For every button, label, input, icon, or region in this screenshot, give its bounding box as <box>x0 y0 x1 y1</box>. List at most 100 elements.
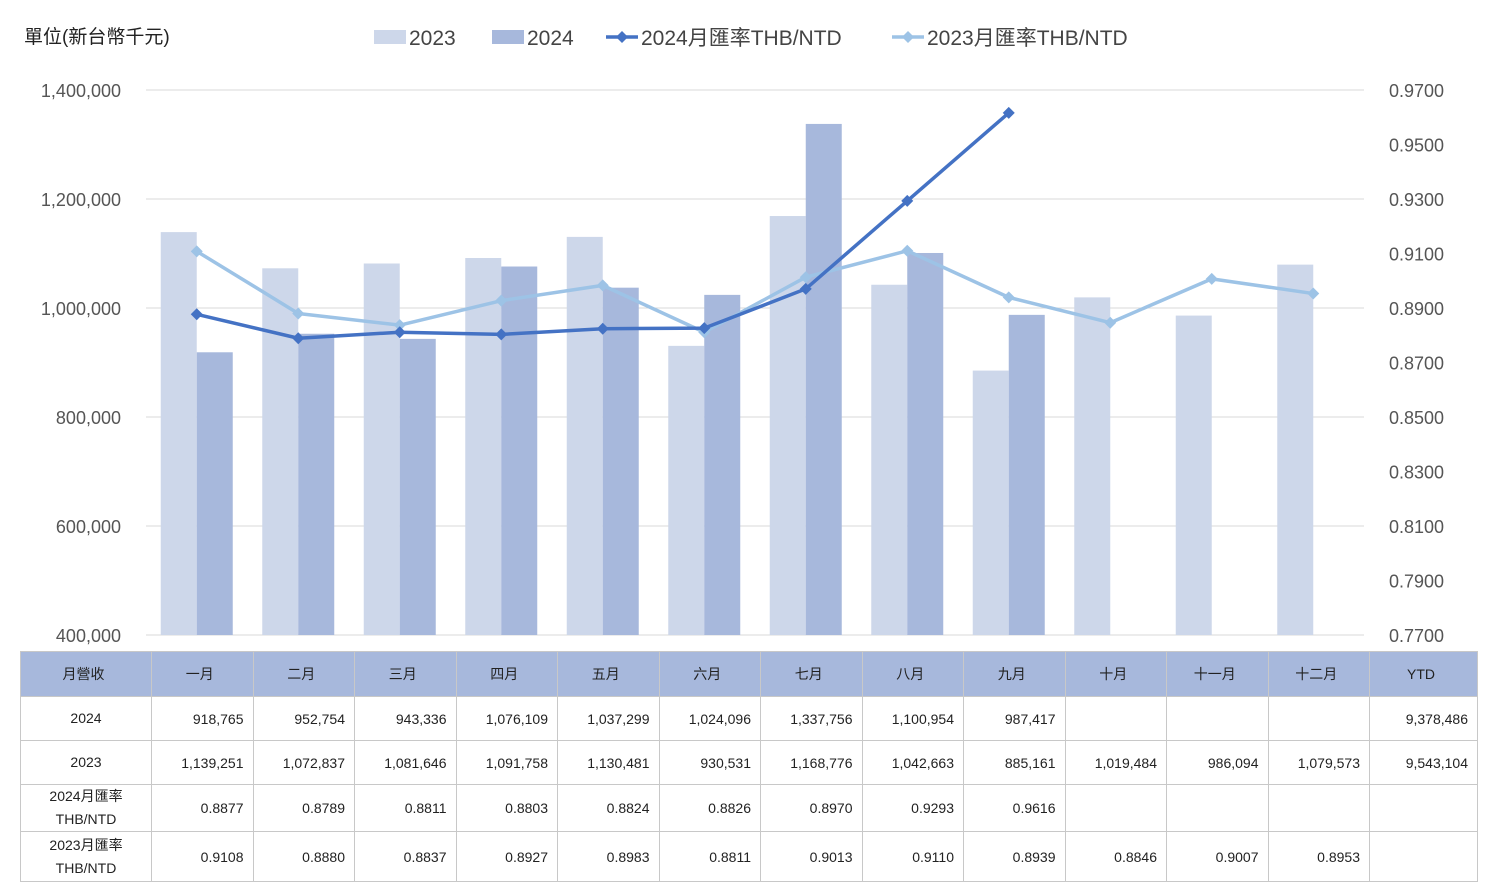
table-cell: 1,042,663 <box>861 740 964 785</box>
right-tick-label: 0.8500 <box>1389 408 1444 428</box>
table-cell: 0.8953 <box>1267 831 1370 882</box>
table-cell: 0.8824 <box>557 784 660 832</box>
table-cell: 1,139,251 <box>151 740 254 785</box>
table-cell: 0.9108 <box>151 831 254 882</box>
point-2023月匯率THB/NTD <box>1205 272 1218 285</box>
table-column-header: 五月 <box>557 651 660 697</box>
table-cell: 9,543,104 <box>1369 740 1478 785</box>
right-tick-label: 0.9500 <box>1389 136 1444 156</box>
table-cell <box>1064 784 1167 832</box>
point-2023月匯率THB/NTD <box>393 319 406 332</box>
legend-label: 2023 <box>409 27 456 50</box>
legend-label: 2024 <box>527 27 574 50</box>
table-cell: 885,161 <box>963 740 1066 785</box>
point-2024月匯率THB/NTD <box>698 322 711 335</box>
point-2023月匯率THB/NTD <box>292 307 305 320</box>
legend: 2023 2024 2024月匯率THB/NTD 2023月匯率THB/NTD <box>374 27 1128 50</box>
point-2023月匯率THB/NTD <box>1104 316 1117 329</box>
table-cell: 1,019,484 <box>1064 740 1167 785</box>
bar-2024 <box>501 266 538 635</box>
table-cell: 943,336 <box>354 696 457 741</box>
bar-2023 <box>1175 315 1212 635</box>
table-cell: 0.8826 <box>658 784 761 832</box>
point-2023月匯率THB/NTD <box>495 294 508 307</box>
legend-swatch <box>374 30 406 44</box>
bar-2023 <box>1277 264 1314 635</box>
table-column-header: 四月 <box>455 651 558 697</box>
table-cell: 0.9293 <box>861 784 964 832</box>
table-row-label: 2024月匯率 THB/NTD <box>20 784 152 832</box>
table-cell: 0.9007 <box>1166 831 1269 882</box>
right-tick-label: 0.8700 <box>1389 354 1444 374</box>
table-column-header: 六月 <box>658 651 761 697</box>
data-table: 月營收 一月 二月 三月 四月 五月 六月 七月 八月 九月 十月 十一月 十二月 YTD 2024 918… <box>20 651 1478 882</box>
line-2023月匯率THB/NTD <box>195 249 1314 335</box>
right-tick-label: 0.8300 <box>1389 463 1444 483</box>
right-tick-label: 0.8900 <box>1389 299 1444 319</box>
table-column-header: 十一月 <box>1166 651 1269 697</box>
table-cell <box>1267 784 1370 832</box>
table-cell: 0.8939 <box>963 831 1066 882</box>
table-cell <box>1166 696 1269 741</box>
table-row: 2024月匯率 THB/NTD 0.8877 0.8789 0.8811 0.8803 0.… <box>20 784 1478 832</box>
right-tick-label: 0.9700 <box>1389 81 1444 101</box>
table-cell: 0.9110 <box>861 831 964 882</box>
table-cell: 986,094 <box>1166 740 1269 785</box>
table-cell: 1,168,776 <box>760 740 863 785</box>
left-tick-label: 1,200,000 <box>41 190 121 210</box>
table-row-label: 2023 <box>20 740 152 785</box>
table-column-header: 三月 <box>354 651 457 697</box>
table-cell: 930,531 <box>658 740 761 785</box>
table-header-row: 月營收 一月 二月 三月 四月 五月 六月 七月 八月 九月 十月 十一月 十二月 YTD <box>20 651 1478 697</box>
table-cell: 1,024,096 <box>658 696 761 741</box>
table-row-label: 2024 <box>20 696 152 741</box>
legend-label: 2023月匯率THB/NTD <box>927 27 1128 50</box>
left-tick-label: 1,400,000 <box>41 81 121 101</box>
left-tick-label: 400,000 <box>56 626 121 646</box>
legend-swatch <box>492 30 524 44</box>
table-cell: 0.8811 <box>658 831 761 882</box>
combo-chart: 單位(新台幣千元) 400,000 600,000 800,000 1,000,000… <box>24 26 1444 646</box>
bar-2023 <box>972 370 1009 635</box>
point-2023月匯率THB/NTD <box>596 279 609 292</box>
point-2024月匯率THB/NTD <box>393 326 406 339</box>
bar-2024 <box>298 333 335 635</box>
table-cell: 0.8789 <box>252 784 355 832</box>
table-cell: 9,378,486 <box>1369 696 1478 741</box>
table-cell: 0.8877 <box>151 784 254 832</box>
table-column-header: 十二月 <box>1267 651 1370 697</box>
right-tick-label: 0.7900 <box>1389 572 1444 592</box>
table-cell: 1,037,299 <box>557 696 660 741</box>
table-column-header: 十月 <box>1064 651 1167 697</box>
table-row-label: 2023月匯率 THB/NTD <box>20 831 152 882</box>
table-row: 2023月匯率 THB/NTD 0.9108 0.8880 0.8837 0.8927 0.… <box>20 831 1478 882</box>
table-cell <box>1369 831 1478 882</box>
bar-2024 <box>805 123 842 636</box>
bar-2024 <box>196 352 233 635</box>
point-2024月匯率THB/NTD <box>1002 106 1015 119</box>
table-column-header: YTD <box>1369 651 1478 697</box>
bar-2023 <box>566 236 603 635</box>
legend-marker <box>616 31 628 43</box>
point-2023月匯率THB/NTD <box>1002 291 1015 304</box>
bar-2024 <box>602 287 639 635</box>
table-cell: 987,417 <box>963 696 1066 741</box>
table-cell <box>1064 696 1167 741</box>
bar-2024 <box>907 252 944 635</box>
point-2023月匯率THB/NTD <box>901 244 914 257</box>
point-2023月匯率THB/NTD <box>190 245 203 258</box>
table-column-header: 九月 <box>963 651 1066 697</box>
line-series <box>190 106 1320 345</box>
point-2024月匯率THB/NTD <box>190 308 203 321</box>
table-cell: 1,091,758 <box>455 740 558 785</box>
table-cell: 0.8837 <box>354 831 457 882</box>
table-cell: 0.9616 <box>963 784 1066 832</box>
table-cell <box>1267 696 1370 741</box>
point-2024月匯率THB/NTD <box>799 282 812 295</box>
bar-2023 <box>1074 297 1111 635</box>
gridlines <box>146 89 1364 636</box>
table-column-header: 二月 <box>252 651 355 697</box>
bar-2023 <box>262 268 299 635</box>
table-cell: 918,765 <box>151 696 254 741</box>
point-2024月匯率THB/NTD <box>596 322 609 335</box>
